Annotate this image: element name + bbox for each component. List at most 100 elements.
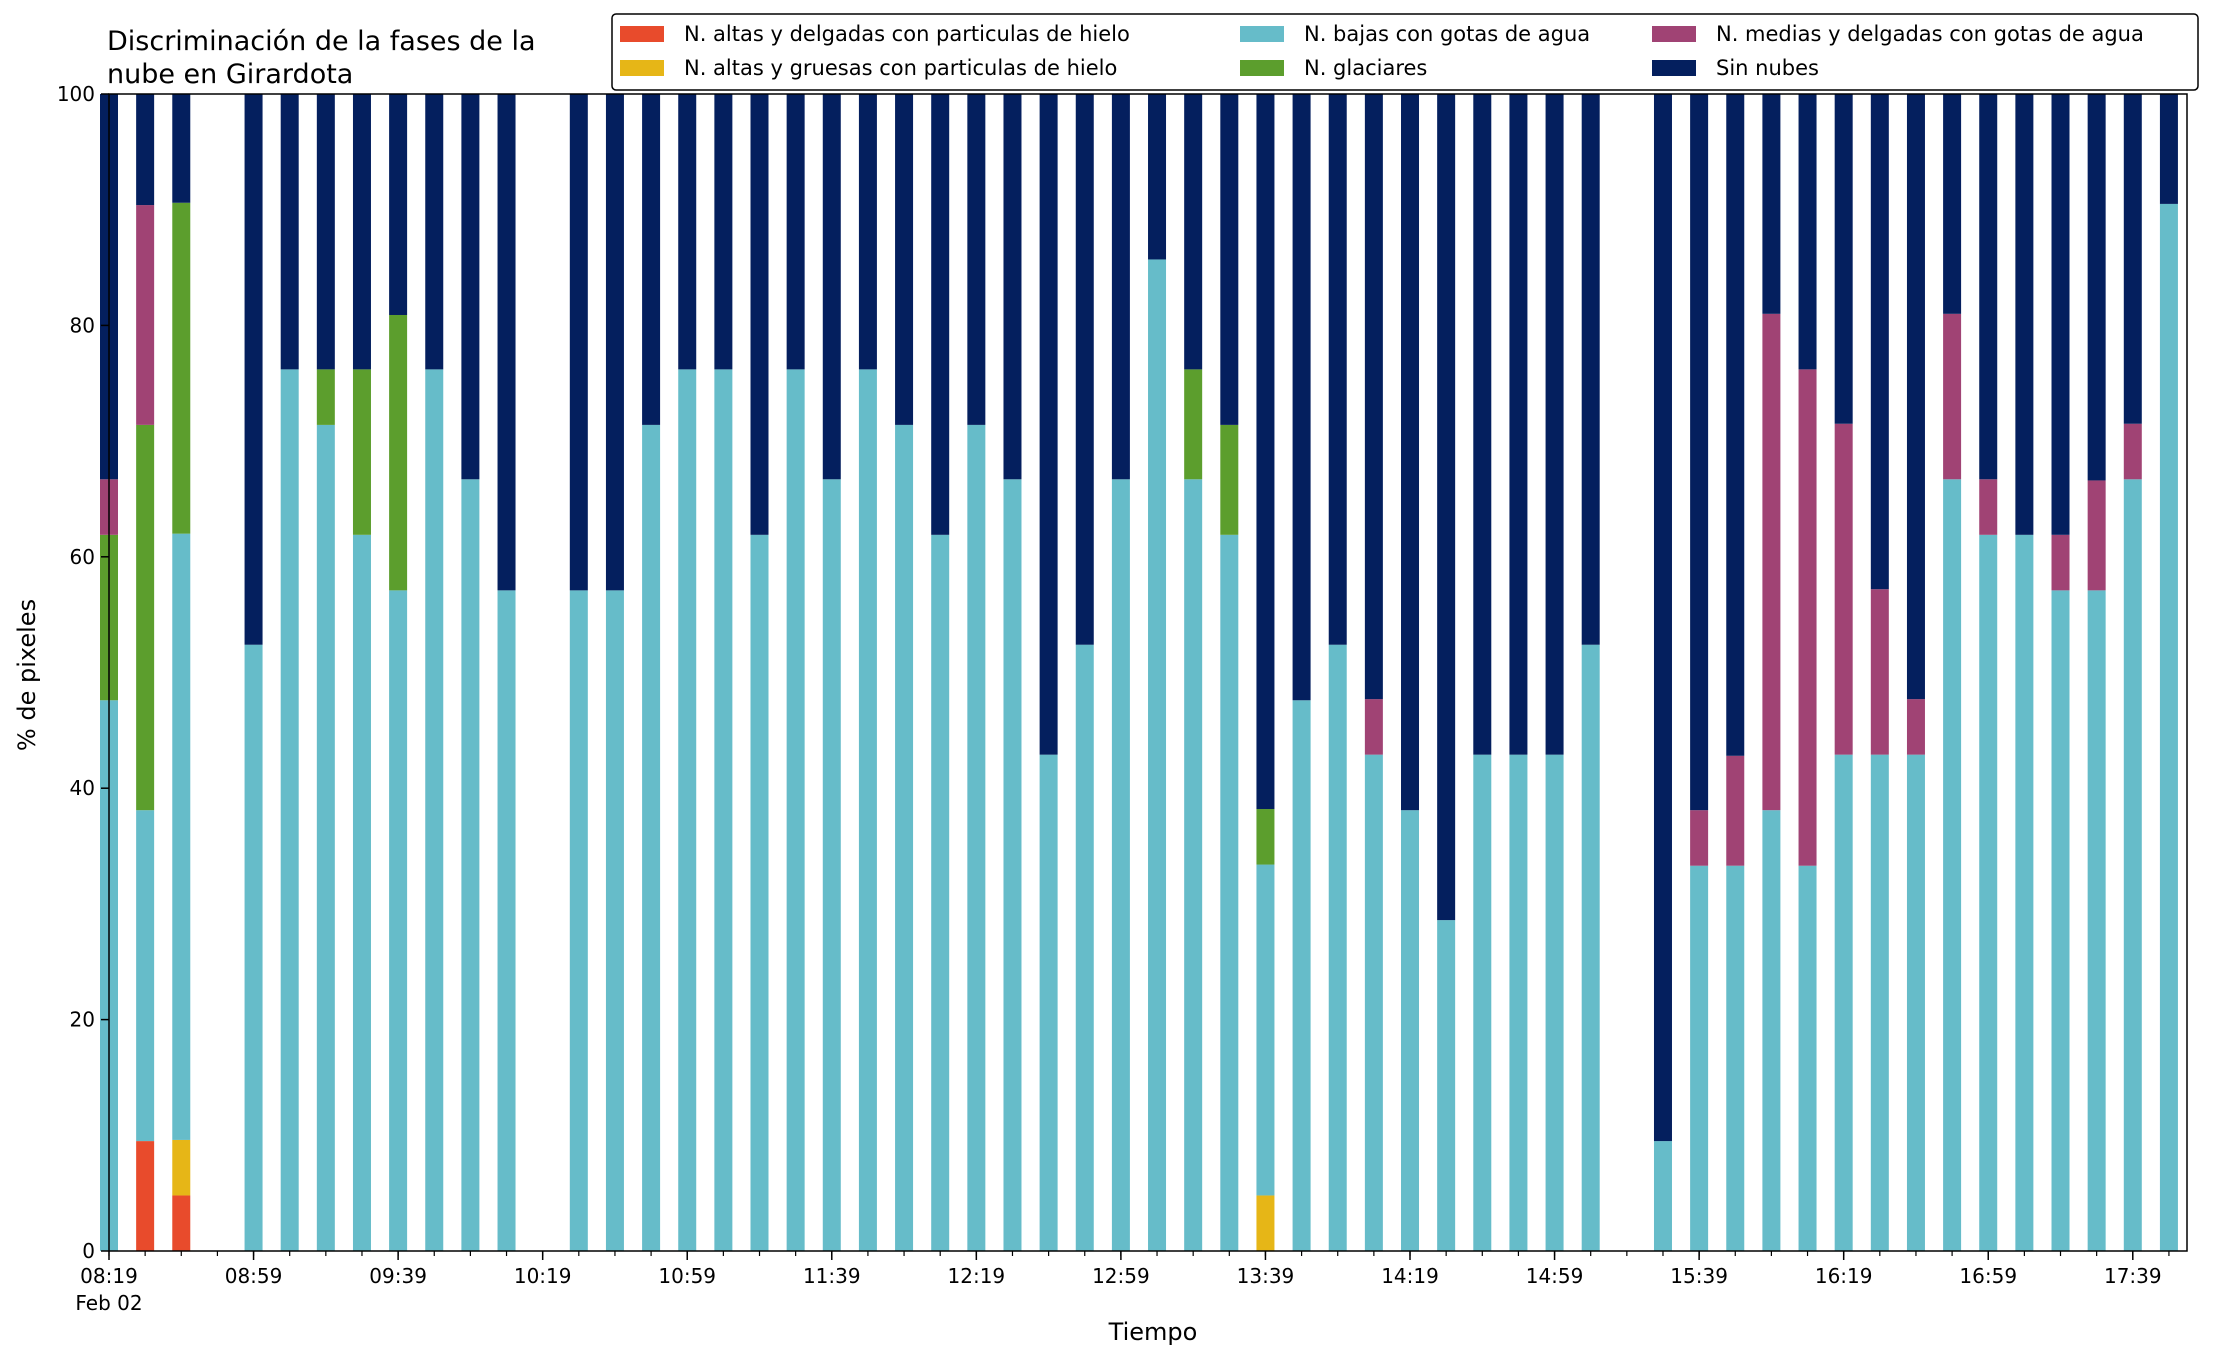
bar-segment-10-5	[497, 94, 516, 591]
bar-segment-36-2	[1473, 754, 1492, 1251]
bar-stack-1419	[1401, 94, 1420, 1251]
bar-stack-1329	[1220, 94, 1239, 1251]
y-tick-label: 60	[70, 545, 95, 569]
bar-segment-48-5	[1943, 94, 1962, 314]
bar-segment-24-2	[1039, 754, 1058, 1251]
legend-swatch	[620, 60, 664, 76]
bar-segment-39-2	[1581, 644, 1600, 1251]
bar-segment-42-5	[1726, 94, 1745, 756]
legend-label: N. bajas con gotas de agua	[1304, 22, 1590, 46]
bar-stack-1239	[1039, 94, 1058, 1251]
bar-segment-14-5	[678, 94, 697, 370]
bar-stack-0919	[316, 94, 335, 1251]
bar-segment-30-5	[1256, 94, 1275, 810]
bar-segment-4-2	[280, 369, 299, 1251]
legend-label: N. altas y gruesas con particulas de hie…	[684, 56, 1117, 80]
bar-segment-37-2	[1509, 754, 1528, 1251]
bar-segment-18-5	[822, 94, 841, 480]
bar-segment-2-2	[172, 533, 191, 1140]
bar-segment-38-2	[1545, 754, 1564, 1251]
bar-segment-1-4	[136, 205, 155, 425]
legend-item-4: N. medias y delgadas con gotas de agua	[1652, 22, 2144, 46]
legend-item-3: N. glaciares	[1240, 56, 1427, 80]
bar-segment-7-5	[389, 94, 408, 315]
bar-segment-52-4	[2087, 480, 2106, 591]
chart-title: Discriminación de la fases de la nube en…	[107, 26, 536, 90]
bar-segment-13-2	[642, 424, 661, 1251]
bar-segment-19-2	[858, 369, 877, 1251]
bar-segment-23-2	[1003, 479, 1022, 1251]
bar-segment-5-3	[316, 369, 335, 425]
bar-segment-40-2	[1653, 1141, 1672, 1251]
bar-segment-33-4	[1364, 699, 1383, 755]
bar-stack-1139	[822, 94, 841, 1251]
bar-segment-32-5	[1328, 94, 1347, 645]
bar-stack-0959	[461, 94, 480, 1251]
bar-segment-53-2	[2123, 479, 2142, 1251]
legend-swatch	[1240, 60, 1284, 76]
bar-segment-35-2	[1437, 920, 1456, 1251]
legend-swatch	[620, 26, 664, 42]
x-tick-label: 13:39	[1237, 1264, 1295, 1288]
bar-stack-1559	[1762, 94, 1781, 1251]
bar-stack-1729	[2087, 94, 2106, 1251]
legend-label: N. glaciares	[1304, 56, 1427, 80]
chart-title-line-2: nube en Girardota	[107, 59, 353, 90]
bar-segment-46-5	[1870, 94, 1889, 590]
bar-segment-21-2	[931, 534, 950, 1251]
bar-segment-1-0	[136, 1141, 155, 1251]
bar-segment-19-5	[858, 94, 877, 370]
bar-segment-43-5	[1762, 94, 1781, 314]
bar-segment-49-4	[1979, 479, 1998, 535]
bar-segment-47-2	[1906, 754, 1925, 1251]
x-tick-label: 10:19	[514, 1264, 572, 1288]
bar-stack-1149	[858, 94, 877, 1251]
bar-stack-1629	[1870, 94, 1889, 1251]
bar-stack-0949	[425, 94, 444, 1251]
bar-segment-48-2	[1943, 479, 1962, 1251]
bar-segment-43-4	[1762, 313, 1781, 811]
bar-stack-1739	[2123, 94, 2142, 1251]
x-tick-label: 12:19	[948, 1264, 1006, 1288]
bar-stack-1319	[1184, 94, 1203, 1251]
x-tick-label: 16:19	[1815, 1264, 1873, 1288]
x-tick-label: 10:59	[658, 1264, 716, 1288]
bar-segment-42-2	[1726, 865, 1745, 1251]
legend-swatch	[1652, 26, 1696, 42]
bar-segment-25-2	[1075, 644, 1094, 1251]
bar-stack-1129	[786, 94, 805, 1251]
x-tick-label: 12:59	[1092, 1264, 1150, 1288]
bar-segment-8-2	[425, 369, 444, 1251]
legend-item-2: N. bajas con gotas de agua	[1240, 22, 1590, 46]
bar-segment-1-5	[136, 94, 155, 206]
bar-stack-0839	[172, 94, 191, 1251]
bar-segment-28-3	[1184, 369, 1203, 480]
bar-segment-27-5	[1148, 94, 1167, 260]
bar-segment-30-1	[1256, 1195, 1275, 1251]
bar-segment-9-2	[461, 479, 480, 1251]
legend-label: N. altas y delgadas con particulas de hi…	[684, 22, 1130, 46]
bar-stack-1119	[750, 94, 769, 1251]
x-tick-label: 16:59	[1959, 1264, 2017, 1288]
bar-segment-44-2	[1798, 865, 1817, 1251]
bar-stack-1609	[1798, 94, 1817, 1251]
x-tick-label: 09:39	[369, 1264, 427, 1288]
y-tick-label: 0	[82, 1239, 95, 1263]
bar-segment-43-2	[1762, 810, 1781, 1251]
bar-segment-2-5	[172, 94, 191, 203]
legend-item-5: Sin nubes	[1652, 56, 1819, 80]
bar-segment-36-5	[1473, 94, 1492, 755]
bar-segment-34-5	[1401, 94, 1420, 811]
y-tick-label: 100	[57, 82, 95, 106]
legend-swatch	[1652, 60, 1696, 76]
bar-stack-1339	[1256, 94, 1275, 1251]
bar-segment-3-2	[244, 644, 263, 1251]
bar-stack-0939	[389, 94, 408, 1251]
bar-segment-11-2	[569, 590, 588, 1251]
bar-segment-47-5	[1906, 94, 1925, 700]
bar-stack-1439	[1473, 94, 1492, 1251]
bar-stack-1459	[1545, 94, 1564, 1251]
x-tick-label: 17:39	[2104, 1264, 2162, 1288]
bar-segment-20-2	[895, 424, 914, 1251]
